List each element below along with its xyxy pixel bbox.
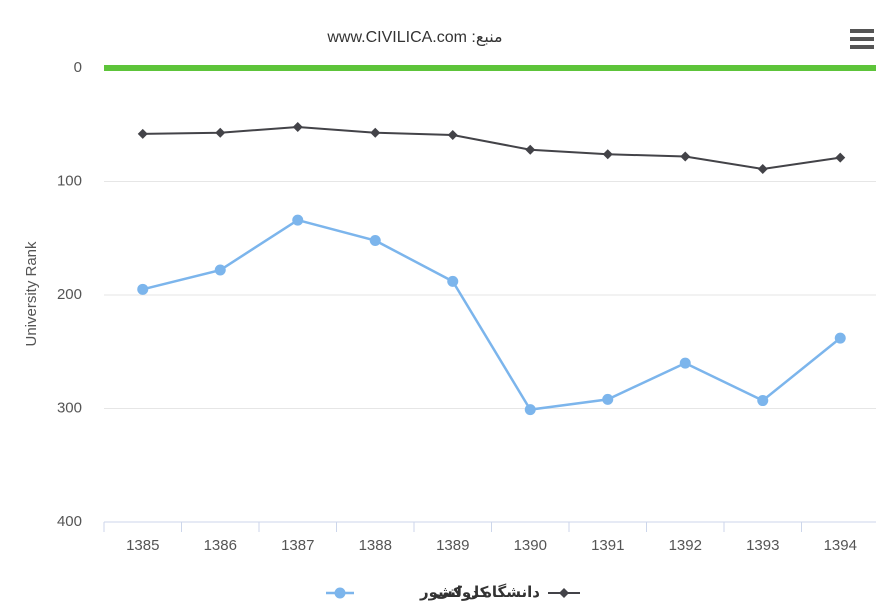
marker	[680, 151, 691, 162]
x-tick-label: 1392	[669, 537, 702, 554]
x-tick-label: 1389	[436, 537, 469, 554]
series-line	[142, 126, 841, 171]
marker	[602, 149, 613, 160]
x-tick-label: 1391	[591, 537, 624, 554]
x-tick-label: 1394	[824, 537, 857, 554]
y-tick-label: 400	[57, 513, 82, 530]
marker	[334, 587, 346, 599]
marker	[835, 152, 846, 163]
y-axis-label: University Rank	[23, 241, 40, 347]
x-tick-label: 1385	[126, 537, 159, 554]
legend-item[interactable]: دانشگاه دولتی	[435, 583, 580, 601]
marker	[559, 588, 569, 598]
marker	[215, 127, 226, 138]
x-tick-label: 1386	[204, 537, 237, 554]
marker	[602, 393, 614, 405]
menu-button[interactable]	[850, 29, 874, 49]
menu-bar	[850, 45, 874, 49]
marker	[292, 122, 303, 133]
chart-title: منبع: www.CIVILICA.com	[326, 29, 502, 47]
marker	[137, 128, 148, 139]
series-line	[142, 218, 842, 411]
marker	[369, 235, 381, 247]
marker	[525, 144, 536, 155]
legend-label: دانشگاه دولتی	[435, 583, 540, 601]
marker	[137, 283, 149, 295]
menu-bar	[850, 29, 874, 33]
x-tick-label: 1387	[281, 537, 314, 554]
menu-bar	[850, 37, 874, 41]
marker	[757, 395, 769, 407]
marker	[214, 264, 226, 276]
legend-item[interactable]: کل کشور	[326, 584, 489, 601]
x-tick-label: 1390	[514, 537, 547, 554]
y-tick-label: 300	[57, 399, 82, 416]
marker	[447, 129, 458, 140]
marker	[834, 332, 846, 344]
y-tick-label: 0	[74, 59, 82, 76]
y-tick-label: 100	[57, 172, 82, 189]
series	[137, 122, 846, 175]
x-tick-label: 1393	[746, 537, 779, 554]
marker	[757, 164, 768, 175]
series	[137, 214, 846, 416]
marker	[370, 127, 381, 138]
marker	[292, 214, 304, 226]
y-tick-label: 200	[57, 286, 82, 303]
marker	[524, 404, 536, 416]
marker	[679, 357, 691, 369]
marker	[447, 275, 459, 287]
legend-label: کل کشور	[419, 584, 489, 601]
x-tick-label: 1388	[359, 537, 392, 554]
